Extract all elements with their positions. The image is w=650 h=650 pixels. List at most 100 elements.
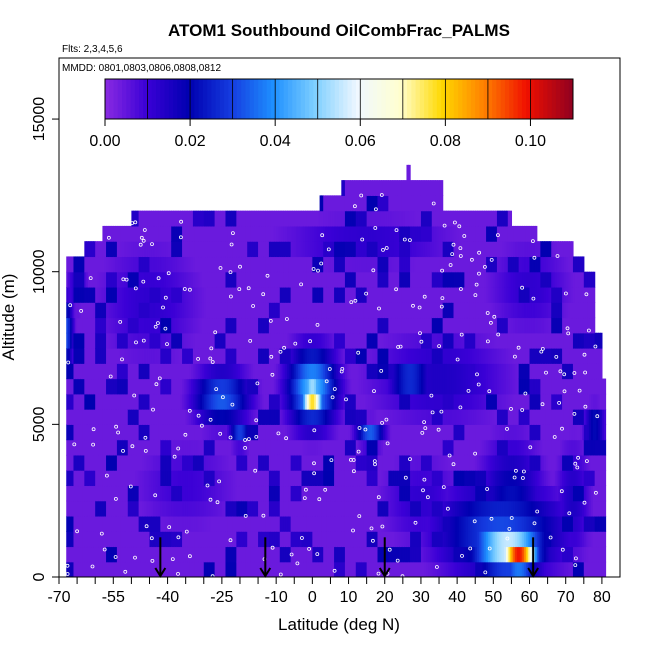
heatmap-cell [433, 470, 437, 487]
heatmap-cell [214, 485, 218, 502]
heatmap-cell [174, 332, 178, 349]
heatmap-cell [187, 378, 190, 395]
heatmap-cell [375, 180, 379, 196]
heatmap-cell [220, 409, 223, 425]
heatmap-cell [86, 546, 89, 563]
heatmap-cell [249, 256, 252, 273]
heatmap-cell [174, 454, 178, 471]
heatmap-cell [144, 286, 147, 303]
heatmap-cell [140, 470, 143, 487]
heatmap-cell [258, 271, 261, 288]
heatmap-cell [361, 485, 364, 502]
heatmap-cell [299, 363, 303, 380]
heatmap-cell [308, 286, 312, 303]
heatmap-cell [314, 424, 317, 441]
heatmap-cell [209, 286, 212, 303]
heatmap-cell [163, 225, 167, 242]
heatmap-cell [310, 424, 313, 441]
heatmap-cell [270, 317, 274, 334]
heatmap-cell [323, 439, 326, 456]
heatmap-cell [104, 531, 107, 548]
heatmap-cell [328, 271, 332, 288]
heatmap-cell [344, 393, 348, 410]
heatmap-cell [259, 546, 263, 563]
heatmap-cell [165, 363, 169, 380]
heatmap-cell [180, 561, 183, 577]
heatmap-cell [156, 332, 160, 349]
heatmap-cell [229, 256, 232, 273]
heatmap-cell [75, 424, 78, 441]
heatmap-cell [337, 256, 341, 273]
heatmap-cell [317, 470, 321, 487]
heatmap-cell [227, 439, 230, 456]
heatmap-cell [115, 363, 118, 380]
heatmap-cell [95, 500, 98, 517]
heatmap-cell [243, 286, 246, 303]
heatmap-cell [401, 561, 404, 577]
heatmap-cell [91, 531, 94, 548]
heatmap-cell [285, 332, 288, 349]
heatmap-cell [274, 393, 277, 410]
heatmap-cell [325, 424, 328, 441]
heatmap-cell [384, 302, 388, 319]
heatmap-cell [249, 348, 252, 364]
heatmap-cell [160, 485, 163, 502]
heatmap-cell [268, 271, 272, 288]
heatmap-cell [368, 180, 371, 196]
heatmap-cell [355, 546, 359, 563]
heatmap-cell [299, 332, 303, 349]
heatmap-cell [285, 317, 288, 334]
heatmap-cell [402, 393, 406, 410]
heatmap-cell [133, 439, 136, 456]
heatmap-cell [223, 286, 227, 303]
heatmap-cell [352, 561, 355, 577]
heatmap-cell [176, 378, 180, 395]
heatmap-cell [182, 424, 185, 441]
heatmap-cell [241, 409, 245, 425]
heatmap-cell [310, 409, 313, 425]
heatmap-cell [343, 439, 346, 456]
heatmap-cell [334, 363, 337, 380]
heatmap-cell [261, 500, 265, 517]
heatmap-cell [165, 271, 169, 288]
heatmap-cell [122, 454, 125, 471]
heatmap-cell [353, 317, 357, 334]
heatmap-cell [100, 317, 104, 334]
heatmap-cell [330, 424, 333, 441]
heatmap-cell [93, 332, 96, 349]
heatmap-cell [267, 378, 270, 395]
heatmap-cell [408, 515, 411, 532]
heatmap-cell [428, 470, 431, 487]
heatmap-cell [312, 378, 315, 395]
heatmap-cell [413, 424, 417, 441]
heatmap-cell [89, 241, 93, 258]
heatmap-cell [276, 454, 279, 471]
heatmap-cell [285, 515, 288, 532]
heatmap-cell [216, 531, 219, 548]
heatmap-cell [399, 332, 402, 349]
heatmap-cell [306, 409, 310, 425]
heatmap-cell [68, 546, 71, 563]
heatmap-cell [344, 546, 348, 563]
heatmap-cell [259, 286, 263, 303]
heatmap-cell [364, 515, 368, 532]
heatmap-cell [428, 348, 431, 364]
heatmap-cell [364, 210, 368, 227]
heatmap-cell [91, 485, 94, 502]
heatmap-cell [263, 485, 266, 502]
heatmap-cell [375, 454, 379, 471]
heatmap-cell [138, 485, 142, 502]
heatmap-cell [153, 470, 156, 487]
heatmap-cell [341, 485, 344, 502]
heatmap-cell [250, 424, 254, 441]
heatmap-cell [435, 241, 438, 258]
heatmap-cell [335, 500, 339, 517]
heatmap-cell [201, 302, 205, 319]
heatmap-cell [419, 531, 422, 548]
heatmap-cell [261, 225, 265, 242]
heatmap-cell [89, 317, 93, 334]
heatmap-cell [120, 546, 123, 563]
heatmap-cell [377, 363, 380, 380]
heatmap-cell [178, 225, 181, 242]
heatmap-cell [144, 393, 147, 410]
